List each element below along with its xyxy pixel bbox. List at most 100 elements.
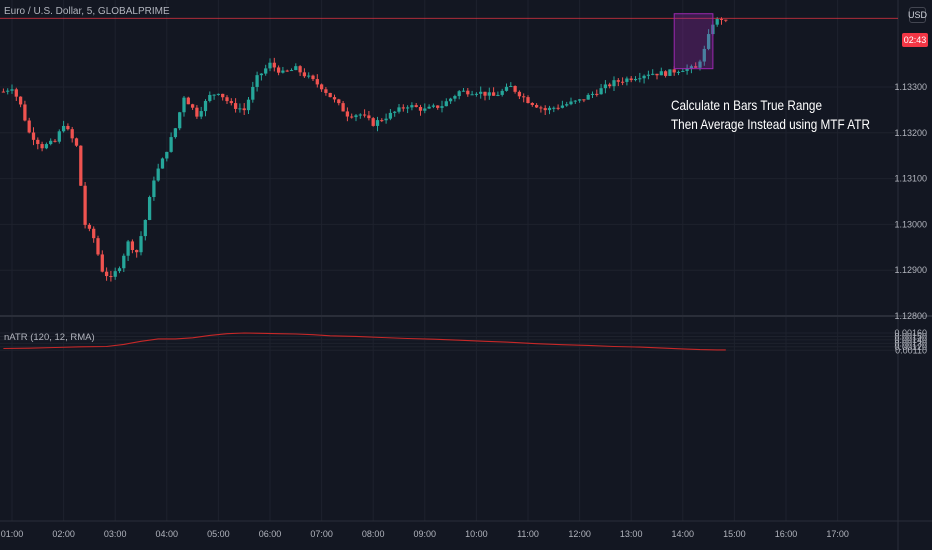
candle — [427, 104, 431, 109]
highlight-box[interactable] — [673, 13, 714, 70]
candle — [294, 63, 298, 71]
time-tick-label: 15:00 — [723, 529, 746, 539]
candle — [500, 88, 504, 97]
candle — [104, 267, 109, 281]
candle — [461, 87, 466, 92]
candle — [289, 68, 294, 72]
candle — [255, 71, 259, 92]
candle — [10, 84, 14, 94]
time-tick-label: 11:00 — [517, 529, 539, 539]
candle — [418, 104, 423, 116]
candle — [208, 91, 212, 103]
candle — [221, 93, 225, 101]
candle — [18, 96, 23, 108]
candle — [612, 76, 616, 91]
candle — [31, 127, 36, 146]
indicator-axis-labels: 0.001600.001500.001400.001300.001200.001… — [894, 328, 927, 355]
candle — [659, 67, 663, 76]
indicator-tick-label: 0.00150 — [894, 331, 927, 341]
candle — [195, 105, 199, 119]
candle — [61, 120, 66, 133]
candle — [44, 142, 49, 150]
candle — [367, 110, 371, 121]
candle — [444, 98, 448, 107]
price-tick-label: 1.13200 — [894, 128, 927, 138]
annotation-line-1: Calculate n Bars True Range — [671, 97, 823, 113]
candle — [53, 139, 57, 143]
candle — [470, 90, 474, 96]
candle — [397, 104, 401, 114]
candle — [440, 100, 444, 113]
candle — [530, 102, 534, 107]
candle — [393, 110, 397, 117]
candle — [14, 87, 18, 101]
candle — [190, 103, 195, 110]
candle — [517, 90, 522, 100]
candle — [311, 74, 315, 81]
candle — [526, 95, 530, 104]
candle — [655, 73, 659, 80]
price-axis-labels: 1.13300 1.13200 1.13100 1.13000 1.12900 1.128… — [894, 82, 927, 321]
indicator-tick-label: 0.00120 — [894, 342, 927, 352]
candle — [423, 103, 427, 114]
candle — [66, 123, 70, 131]
candle — [337, 98, 341, 106]
chart-annotation[interactable]: Calculate n Bars True Range Then Average… — [671, 96, 870, 134]
candle — [1, 88, 6, 93]
candle — [625, 76, 629, 86]
indicator-title[interactable]: nATR (120, 12, RMA) — [4, 332, 95, 343]
time-tick-label: 14:00 — [672, 529, 695, 539]
candle — [238, 103, 242, 113]
countdown-price-tag: 02:43 — [902, 33, 928, 47]
candle — [663, 70, 668, 78]
candle — [182, 96, 186, 117]
candle — [246, 96, 251, 114]
candle — [341, 100, 345, 112]
candle — [371, 116, 375, 127]
candle — [156, 163, 160, 182]
candle — [405, 105, 410, 114]
time-tick-label: 12:00 — [568, 529, 591, 539]
candle — [143, 219, 147, 241]
candle — [109, 270, 113, 282]
candle — [724, 19, 728, 23]
time-tick-label: 16:00 — [775, 529, 798, 539]
candle — [173, 127, 178, 139]
time-tick-label: 05:00 — [207, 529, 230, 539]
candle — [242, 103, 246, 115]
candle — [560, 100, 565, 109]
candle — [388, 108, 393, 121]
candle — [233, 98, 238, 113]
candle — [36, 137, 40, 150]
candle — [590, 91, 595, 98]
candle — [694, 62, 698, 68]
candle — [633, 76, 638, 82]
candle — [380, 118, 384, 123]
candle — [556, 104, 560, 111]
symbol-title[interactable]: Euro / U.S. Dollar, 5, GLOBALPRIME — [4, 6, 170, 17]
candle — [573, 100, 577, 104]
candle — [453, 94, 457, 102]
candle — [543, 105, 547, 116]
indicator-tick-label: 0.00140 — [894, 335, 927, 345]
currency-button[interactable]: USD — [908, 7, 927, 23]
candle — [642, 74, 646, 84]
candle — [139, 231, 143, 256]
candle — [117, 266, 122, 274]
candle — [186, 96, 190, 105]
candle — [251, 81, 255, 103]
candle — [466, 88, 470, 97]
candle — [685, 64, 689, 75]
candle — [569, 97, 573, 106]
candle — [539, 105, 543, 113]
candle — [203, 99, 208, 117]
candle — [651, 69, 655, 76]
candle — [216, 93, 221, 96]
candle — [457, 90, 461, 100]
candle — [362, 109, 367, 118]
candle — [358, 113, 362, 119]
candle — [431, 103, 436, 109]
candle — [599, 83, 603, 95]
candle — [547, 105, 552, 115]
candle — [384, 113, 388, 124]
